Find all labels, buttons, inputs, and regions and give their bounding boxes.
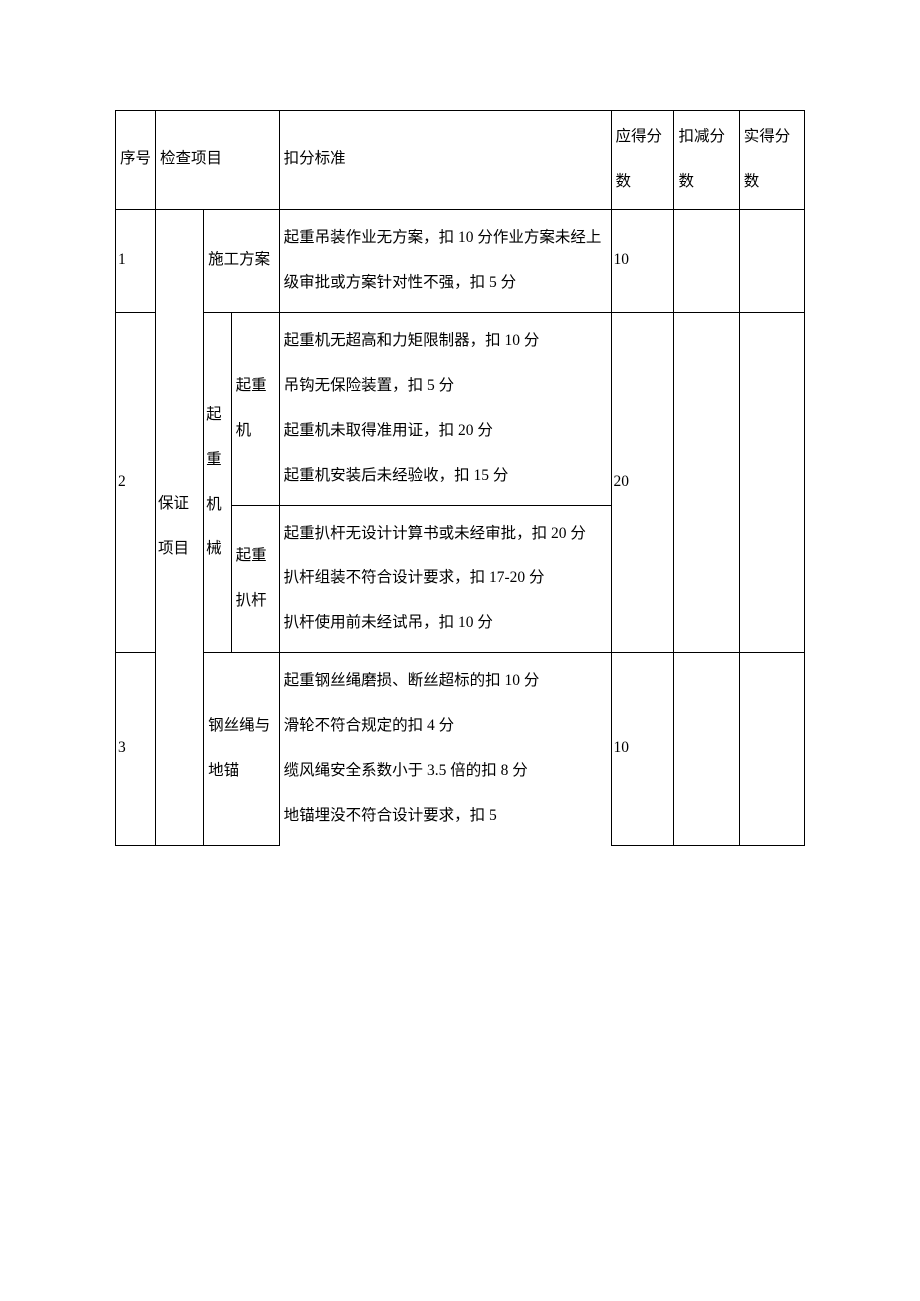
hdr-deduct: 扣减分数 <box>674 111 739 210</box>
hdr-should: 应得分数 <box>611 111 674 210</box>
sub-2b: 起重扒杆 <box>231 505 279 653</box>
criteria-1: 起重吊装作业无方案，扣 10 分作业方案未经上级审批或方案针对性不强，扣 5 分 <box>279 209 611 312</box>
table-row: 2 起重机械 起重机 起重机无超高和力矩限制器，扣 10 分 吊钩无保险装置，扣… <box>116 312 805 505</box>
criteria-2a: 起重机无超高和力矩限制器，扣 10 分 吊钩无保险装置，扣 5 分 起重机未取得… <box>279 312 611 505</box>
hdr-seq: 序号 <box>116 111 156 210</box>
deduct-3 <box>674 653 739 845</box>
deduct-1 <box>674 209 739 312</box>
should-3: 10 <box>611 653 674 845</box>
actual-2 <box>739 312 804 653</box>
deduct-2 <box>674 312 739 653</box>
actual-3 <box>739 653 804 845</box>
actual-1 <box>739 209 804 312</box>
group-2: 起重机械 <box>204 312 231 653</box>
table-row: 3 钢丝绳与地锚 起重钢丝绳磨损、断丝超标的扣 10 分 滑轮不符合规定的扣 4… <box>116 653 805 845</box>
table-row: 1 保证项目 施工方案 起重吊装作业无方案，扣 10 分作业方案未经上级审批或方… <box>116 209 805 312</box>
sub-2a: 起重机 <box>231 312 279 505</box>
seq-3: 3 <box>116 653 156 845</box>
hdr-criteria: 扣分标准 <box>279 111 611 210</box>
hdr-item: 检查项目 <box>156 111 280 210</box>
criteria-3: 起重钢丝绳磨损、断丝超标的扣 10 分 滑轮不符合规定的扣 4 分 缆风绳安全系… <box>279 653 611 845</box>
seq-2: 2 <box>116 312 156 653</box>
should-1: 10 <box>611 209 674 312</box>
sub-1: 施工方案 <box>204 209 280 312</box>
should-2: 20 <box>611 312 674 653</box>
criteria-2b: 起重扒杆无设计计算书或未经审批，扣 20 分 扒杆组装不符合设计要求，扣 17-… <box>279 505 611 653</box>
hdr-actual: 实得分数 <box>739 111 804 210</box>
header-row: 序号 检查项目 扣分标准 应得分数 扣减分数 实得分数 <box>116 111 805 210</box>
inspection-table: 序号 检查项目 扣分标准 应得分数 扣减分数 实得分数 1 保证项目 施工方案 … <box>115 110 805 846</box>
seq-1: 1 <box>116 209 156 312</box>
category-cell: 保证项目 <box>156 209 204 845</box>
sub-3: 钢丝绳与地锚 <box>204 653 280 845</box>
